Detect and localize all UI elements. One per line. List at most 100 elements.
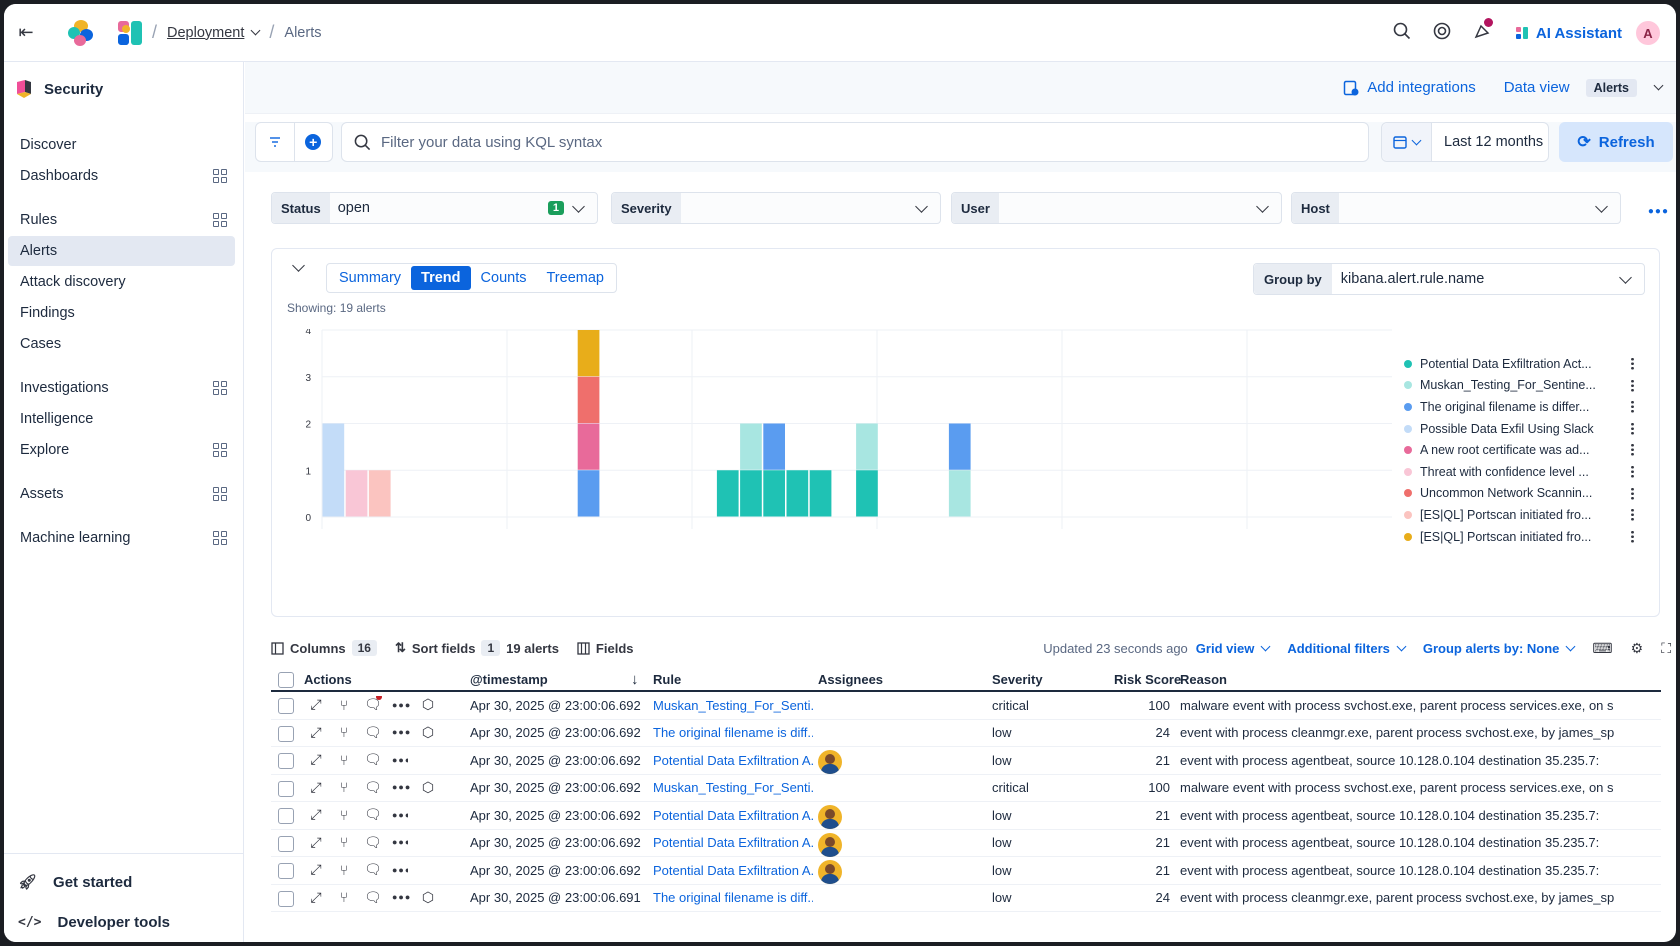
- more-filters-icon[interactable]: ●●●: [1647, 206, 1669, 217]
- grid-view-button[interactable]: Grid view: [1196, 641, 1271, 656]
- row-rule-link[interactable]: Potential Data Exfiltration A...: [653, 752, 813, 768]
- kql-search-box[interactable]: [341, 122, 1369, 162]
- expand-icon[interactable]: ⤢: [310, 751, 322, 767]
- tab-summary[interactable]: Summary: [339, 270, 402, 286]
- analyze-graph-icon[interactable]: ⑂: [339, 696, 349, 713]
- legend-actions-icon[interactable]: [1631, 357, 1634, 370]
- sort-fields-button[interactable]: ⇅ Sort fields 1: [395, 640, 501, 656]
- apps-grid-icon[interactable]: [213, 487, 227, 501]
- row-rule-link[interactable]: Potential Data Exfiltration A...: [653, 807, 813, 823]
- more-actions-icon[interactable]: ●●●: [392, 892, 412, 902]
- row-checkbox[interactable]: [278, 698, 294, 714]
- sidebar-item-assets[interactable]: Assets: [8, 479, 235, 509]
- legend-item[interactable]: Possible Data Exfil Using Slack: [1404, 418, 1644, 440]
- legend-actions-icon[interactable]: [1631, 443, 1634, 457]
- sidebar-item-attack-discovery[interactable]: Attack discovery: [8, 267, 235, 297]
- more-actions-icon[interactable]: ●●●: [392, 782, 412, 792]
- user-avatar[interactable]: A: [1636, 21, 1660, 45]
- legend-item[interactable]: A new root certificate was ad...: [1404, 439, 1644, 461]
- analyze-graph-icon[interactable]: ⑂: [339, 861, 349, 878]
- apps-grid-icon[interactable]: [213, 381, 227, 395]
- more-actions-icon[interactable]: ●●●: [392, 809, 408, 820]
- table-row[interactable]: ⤢ ⑂ 🗨︎ ●●● ⬡ Apr 30, 2025 @ 23:00:06.691 The o…: [271, 885, 1661, 912]
- apps-grid-icon[interactable]: [213, 169, 227, 183]
- sidebar-item-investigations[interactable]: Investigations: [8, 373, 235, 403]
- legend-actions-icon[interactable]: [1631, 464, 1634, 478]
- row-checkbox[interactable]: [278, 835, 294, 852]
- legend-actions-icon[interactable]: [1631, 378, 1634, 392]
- add-filter-button[interactable]: +: [293, 123, 333, 161]
- apps-grid-icon[interactable]: [213, 443, 227, 457]
- analyze-graph-icon[interactable]: ⑂: [339, 806, 349, 823]
- select-all-checkbox[interactable]: [278, 672, 294, 688]
- row-checkbox[interactable]: [278, 725, 294, 742]
- sidebar-item-explore[interactable]: Explore: [8, 435, 235, 465]
- row-rule-link[interactable]: The original filename is diff...: [653, 725, 813, 741]
- data-view-picker[interactable]: Data view Alerts: [1504, 78, 1664, 97]
- group-alerts-button[interactable]: Group alerts by: None: [1423, 641, 1576, 656]
- row-rule-link[interactable]: Potential Data Exfiltration A...: [653, 862, 813, 878]
- apps-grid-icon[interactable]: [213, 213, 227, 227]
- analyze-graph-icon[interactable]: ⑂: [339, 779, 349, 795]
- tab-trend[interactable]: Trend: [411, 266, 471, 290]
- row-checkbox[interactable]: [278, 753, 294, 769]
- developer-tools-link[interactable]: </> Developer tools: [4, 902, 243, 942]
- table-row[interactable]: ⤢ ⑂ 🗨︎ ●●● ⬡ Apr 30, 2025 @ 23:00:06.692 Muska…: [271, 692, 1661, 720]
- severity-filter[interactable]: Severity: [611, 192, 941, 224]
- legend-actions-icon[interactable]: [1631, 486, 1634, 500]
- more-actions-icon[interactable]: ●●●: [392, 837, 408, 847]
- notes-icon[interactable]: 🗨︎: [364, 751, 382, 767]
- sidebar-item-alerts[interactable]: Alerts: [8, 236, 235, 266]
- analyze-graph-icon[interactable]: ⑂: [339, 724, 349, 740]
- more-actions-icon[interactable]: ●●●: [392, 699, 412, 710]
- analyze-graph-icon[interactable]: ⑂: [339, 889, 349, 905]
- sidebar-item-cases[interactable]: Cases: [8, 329, 235, 359]
- notes-icon[interactable]: 🗨︎: [364, 778, 382, 795]
- notes-icon[interactable]: 🗨︎: [364, 806, 382, 822]
- expand-icon[interactable]: ⤢: [310, 806, 322, 822]
- expand-icon[interactable]: ⤢: [310, 888, 322, 905]
- sidebar-item-dashboards[interactable]: Dashboards: [8, 161, 235, 191]
- legend-item[interactable]: Uncommon Network Scannin...: [1404, 483, 1644, 505]
- session-view-icon[interactable]: ⬡: [421, 888, 435, 905]
- legend-item[interactable]: Threat with confidence level ...: [1404, 461, 1644, 483]
- chevron-down-icon[interactable]: [250, 25, 261, 36]
- legend-item[interactable]: [ES|QL] Portscan initiated fro...: [1404, 526, 1644, 548]
- group-by-select[interactable]: Group by kibana.alert.rule.name: [1253, 263, 1645, 295]
- sidebar-item-intelligence[interactable]: Intelligence: [8, 404, 235, 434]
- get-started-link[interactable]: 🚀︎ Get started: [4, 862, 243, 902]
- sidebar-item-machine-learning[interactable]: Machine learning: [8, 523, 235, 553]
- table-row[interactable]: ⤢ ⑂ 🗨︎ ●●● Apr 30, 2025 @ 23:00:06.692 Potent…: [271, 802, 1661, 830]
- notes-icon[interactable]: 🗨︎: [364, 696, 382, 712]
- assignee-avatar[interactable]: [818, 860, 842, 885]
- user-filter[interactable]: User: [951, 192, 1282, 224]
- sidebar-title[interactable]: Security: [4, 62, 243, 116]
- date-picker[interactable]: Last 12 months: [1381, 122, 1549, 162]
- news-feed-icon[interactable]: [1462, 17, 1502, 45]
- row-checkbox[interactable]: [278, 863, 294, 879]
- analyze-graph-icon[interactable]: ⑂: [339, 834, 349, 850]
- more-actions-icon[interactable]: ●●●: [392, 864, 408, 875]
- host-filter[interactable]: Host: [1291, 192, 1621, 224]
- additional-filters-button[interactable]: Additional filters: [1287, 641, 1407, 656]
- collapse-nav-icon[interactable]: ⇤: [18, 22, 34, 42]
- sort-desc-icon[interactable]: ↓: [631, 670, 639, 688]
- sidebar-item-findings[interactable]: Findings: [8, 298, 235, 328]
- row-rule-link[interactable]: Potential Data Exfiltration A...: [653, 835, 813, 851]
- row-checkbox[interactable]: [278, 890, 294, 907]
- fields-button[interactable]: Fields: [577, 641, 634, 656]
- quick-select-button[interactable]: [1382, 123, 1432, 161]
- legend-item[interactable]: Muskan_Testing_For_Sentine...: [1404, 375, 1644, 397]
- help-icon[interactable]: [1422, 22, 1462, 45]
- expand-icon[interactable]: ⤢: [310, 778, 322, 795]
- header-severity[interactable]: Severity: [992, 671, 1043, 687]
- expand-icon[interactable]: ⤢: [310, 696, 322, 712]
- header-rule[interactable]: Rule: [653, 671, 682, 687]
- status-filter[interactable]: Status open 1: [271, 192, 598, 224]
- assignee-avatar[interactable]: [818, 750, 842, 775]
- keyboard-icon[interactable]: ⌨︎: [1592, 639, 1613, 656]
- more-actions-icon[interactable]: ●●●: [392, 754, 408, 765]
- table-row[interactable]: ⤢ ⑂ 🗨︎ ●●● Apr 30, 2025 @ 23:00:06.692 Potent…: [271, 830, 1661, 857]
- session-view-icon[interactable]: ⬡: [421, 778, 435, 795]
- legend-item[interactable]: Potential Data Exfiltration Act...: [1404, 353, 1644, 375]
